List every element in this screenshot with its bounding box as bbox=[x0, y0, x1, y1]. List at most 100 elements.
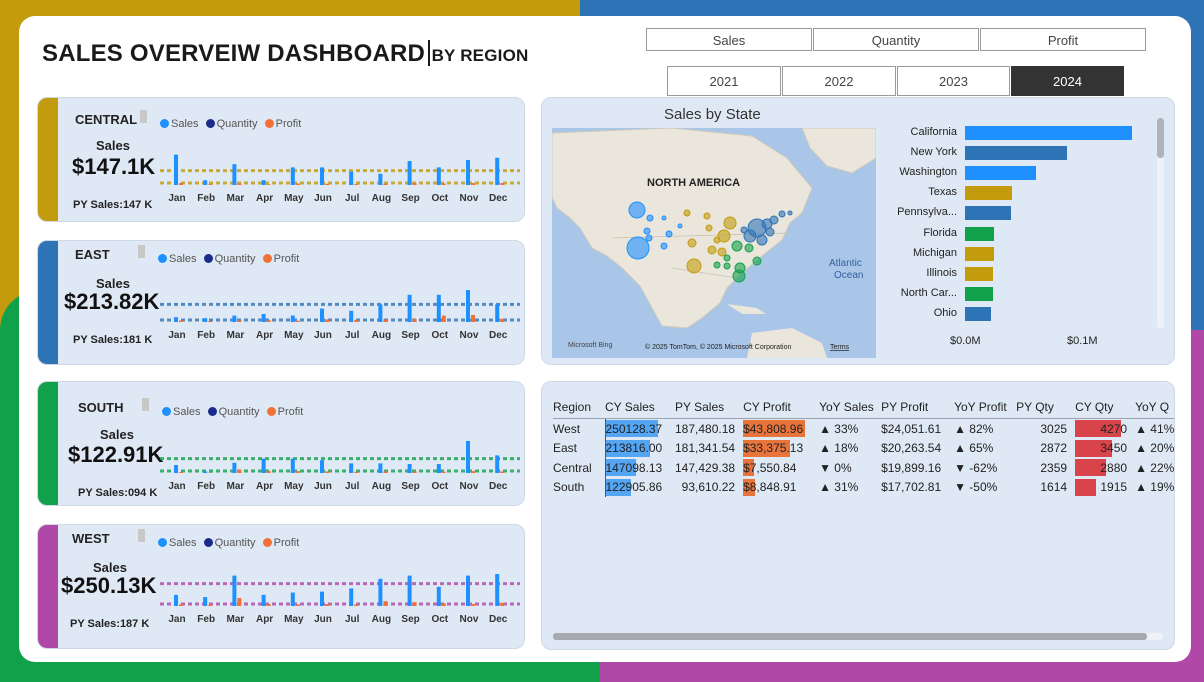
sales-bar-dec[interactable] bbox=[495, 574, 500, 606]
year-button-2023[interactable]: 2023 bbox=[897, 66, 1010, 96]
map-bubble[interactable] bbox=[717, 229, 731, 243]
column-header[interactable]: CY Profit bbox=[743, 400, 791, 414]
sales-bar-jul[interactable] bbox=[349, 310, 354, 322]
profit-bar-nov[interactable] bbox=[471, 471, 475, 473]
map-bubble[interactable] bbox=[677, 223, 683, 229]
sales-bar-feb[interactable] bbox=[203, 597, 208, 606]
profit-bar-apr[interactable] bbox=[266, 604, 271, 606]
profit-bar-feb[interactable] bbox=[208, 321, 213, 322]
sales-bar-apr[interactable] bbox=[261, 594, 266, 606]
column-header[interactable]: YoY Sales bbox=[819, 400, 874, 414]
profit-bar-jul[interactable] bbox=[354, 604, 359, 606]
profit-bar-mar[interactable] bbox=[237, 320, 242, 322]
profit-bar-jan[interactable] bbox=[179, 472, 183, 473]
sales-bar-aug[interactable] bbox=[378, 578, 383, 606]
column-header[interactable]: YoY Q bbox=[1135, 400, 1170, 414]
sales-bar-nov[interactable] bbox=[466, 160, 470, 185]
profit-bar-apr[interactable] bbox=[266, 320, 271, 322]
state-bar[interactable] bbox=[965, 286, 993, 301]
column-header[interactable]: CY Sales bbox=[605, 400, 655, 414]
sales-bar-oct[interactable] bbox=[436, 294, 441, 322]
map-bubble[interactable] bbox=[752, 256, 762, 266]
column-header[interactable]: CY Qty bbox=[1075, 400, 1114, 414]
profit-bar-may[interactable] bbox=[295, 320, 300, 322]
map-bubble[interactable] bbox=[723, 262, 731, 270]
map-bubble[interactable] bbox=[743, 229, 757, 243]
profit-bar-jul[interactable] bbox=[354, 320, 359, 322]
profit-bar-dec[interactable] bbox=[500, 183, 505, 185]
map-terms-link[interactable]: Terms bbox=[830, 344, 850, 351]
sales-bar-may[interactable] bbox=[290, 167, 295, 185]
map-bubble[interactable] bbox=[643, 227, 651, 235]
profit-bar-sep[interactable] bbox=[412, 183, 417, 185]
state-bar[interactable] bbox=[965, 186, 1012, 201]
measure-button-profit[interactable]: Profit bbox=[980, 28, 1146, 51]
sales-bar-mar[interactable] bbox=[232, 575, 237, 606]
map-bubble[interactable] bbox=[740, 226, 748, 234]
sales-bar-mar[interactable] bbox=[232, 164, 237, 185]
sales-bar-jan[interactable] bbox=[174, 465, 178, 473]
sales-bar-apr[interactable] bbox=[261, 180, 266, 185]
map-bubble[interactable] bbox=[705, 224, 713, 232]
sales-bar-jan[interactable] bbox=[174, 154, 178, 185]
sales-bar-nov[interactable] bbox=[466, 575, 470, 606]
profit-bar-mar[interactable] bbox=[237, 469, 242, 473]
state-bar[interactable] bbox=[965, 146, 1068, 161]
state-bar[interactable] bbox=[965, 246, 994, 261]
sales-bar-jul[interactable] bbox=[349, 171, 354, 185]
profit-bar-aug[interactable] bbox=[383, 601, 388, 606]
profit-bar-jan[interactable] bbox=[179, 183, 183, 185]
column-header[interactable]: PY Sales bbox=[675, 400, 725, 414]
profit-bar-may[interactable] bbox=[295, 471, 300, 473]
map-bubble[interactable] bbox=[703, 212, 711, 220]
sales-bar-jan[interactable] bbox=[174, 317, 178, 322]
profit-bar-nov[interactable] bbox=[471, 314, 475, 322]
map-bubble[interactable] bbox=[687, 238, 697, 248]
sales-bar-may[interactable] bbox=[290, 315, 295, 322]
profit-bar-jun[interactable] bbox=[325, 604, 329, 606]
sales-bar-dec[interactable] bbox=[495, 157, 500, 185]
map-bubble[interactable] bbox=[660, 242, 668, 250]
profit-bar-jan[interactable] bbox=[179, 320, 183, 322]
map-bubble[interactable] bbox=[683, 209, 691, 217]
measure-button-quantity[interactable]: Quantity bbox=[813, 28, 979, 51]
map-bubble[interactable] bbox=[787, 210, 793, 216]
map-bubble[interactable] bbox=[756, 234, 768, 246]
column-header[interactable]: Region bbox=[553, 400, 592, 414]
profit-bar-feb[interactable] bbox=[208, 604, 213, 606]
sales-bar-aug[interactable] bbox=[378, 463, 383, 473]
sales-bar-sep[interactable] bbox=[407, 464, 412, 473]
column-header[interactable]: PY Qty bbox=[1016, 400, 1054, 414]
table-row[interactable]: Central 147098.13 147,429.38 $7,550.84 ▼ 0% $… bbox=[553, 458, 1174, 478]
table-scroll-thumb[interactable] bbox=[553, 633, 1147, 640]
sales-bar-nov[interactable] bbox=[466, 290, 470, 322]
year-button-2024[interactable]: 2024 bbox=[1011, 66, 1124, 96]
map-bubble[interactable] bbox=[626, 236, 650, 260]
profit-bar-mar[interactable] bbox=[237, 183, 242, 185]
state-bar[interactable] bbox=[965, 226, 994, 241]
profit-bar-oct[interactable] bbox=[441, 471, 446, 473]
profit-bar-nov[interactable] bbox=[471, 183, 475, 185]
profit-bar-jan[interactable] bbox=[179, 604, 183, 606]
profit-bar-may[interactable] bbox=[295, 183, 300, 185]
map-bubble[interactable] bbox=[723, 254, 731, 262]
sales-bar-feb[interactable] bbox=[203, 180, 208, 185]
profit-bar-jun[interactable] bbox=[325, 183, 329, 185]
state-bar[interactable] bbox=[965, 306, 992, 321]
map-bubble[interactable] bbox=[661, 215, 667, 221]
sales-bar-aug[interactable] bbox=[378, 304, 383, 322]
sales-bar-apr[interactable] bbox=[261, 314, 266, 322]
sales-bar-may[interactable] bbox=[290, 592, 295, 606]
map-bubble[interactable] bbox=[686, 258, 702, 274]
profit-bar-sep[interactable] bbox=[412, 602, 417, 606]
state-bar[interactable] bbox=[965, 126, 1133, 140]
state-bar[interactable] bbox=[965, 266, 993, 281]
profit-bar-dec[interactable] bbox=[500, 318, 505, 322]
sales-bar-sep[interactable] bbox=[407, 575, 412, 606]
profit-bar-apr[interactable] bbox=[266, 471, 271, 473]
map-bubble[interactable] bbox=[645, 234, 653, 242]
profit-bar-nov[interactable] bbox=[471, 604, 475, 606]
table-row[interactable]: South 122905.86 93,610.22 $8,848.91 ▲ 31% $17… bbox=[553, 477, 1174, 497]
profit-bar-oct[interactable] bbox=[441, 183, 446, 185]
profit-bar-aug[interactable] bbox=[383, 319, 388, 322]
